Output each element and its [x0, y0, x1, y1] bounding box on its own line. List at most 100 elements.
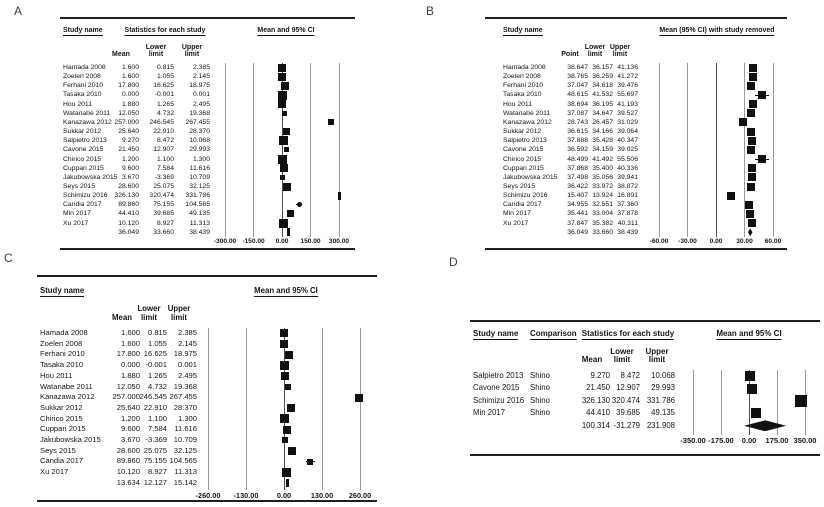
- axis-tick-label: 350.00: [793, 436, 817, 445]
- study-name-column-header: Study name: [63, 27, 103, 36]
- axis-tick-label: 0.00: [276, 491, 292, 500]
- stat-value: 11.313: [189, 219, 210, 227]
- point-marker: [280, 372, 289, 381]
- study-name: Zoelen 2008: [63, 73, 101, 81]
- gridline: [658, 63, 660, 237]
- study-name: Xu 2017: [63, 219, 89, 227]
- stat-value: 13.634: [116, 477, 140, 487]
- forest-plot-area: [692, 370, 808, 435]
- stat-value: 28.600: [118, 182, 139, 190]
- stat-value: 32.125: [173, 445, 197, 455]
- stat-value: 1.300: [177, 413, 197, 423]
- stat-value: 326.130: [581, 395, 610, 405]
- stat-value: 12.907: [153, 146, 174, 154]
- stat-value: 37.868: [567, 164, 588, 172]
- study-name: Tasaka 2010: [63, 91, 102, 99]
- study-row: Watanabe 2011 12.050 4.732 19.368: [60, 109, 355, 118]
- stat-value: 10.068: [189, 137, 210, 145]
- summary-diamond: [287, 228, 291, 237]
- study-row: Kanazawa 2012 28.743 26.457 31.029: [485, 118, 787, 127]
- point-marker: [283, 128, 291, 136]
- stat-column-header: Lower limit: [610, 346, 634, 365]
- study-name: Zoelen 2008: [503, 73, 541, 81]
- stat-value: 37.087: [567, 109, 588, 117]
- study-name: Salpietro 2013: [63, 137, 107, 145]
- study-name: Sukkar 2012: [40, 402, 83, 412]
- gridline: [720, 370, 722, 435]
- stat-value: 55.506: [617, 155, 638, 163]
- stat-value: 37.847: [567, 219, 588, 227]
- stat-value: 11.313: [174, 467, 197, 477]
- study-name-column-header: Study name: [503, 27, 543, 36]
- study-row: Sukkar 2012 36.615 34.166 39.064: [485, 127, 787, 136]
- stat-value: 38.647: [567, 64, 588, 71]
- point-marker: [746, 145, 755, 154]
- study-name: Schimizu 2016: [503, 192, 548, 200]
- study-name: Jakubowska 2015: [503, 173, 558, 181]
- zero-gridline: [281, 63, 283, 237]
- forest-plot-panel-a: Study name Statistics for each study Mean …: [60, 17, 355, 250]
- point-marker: [277, 90, 287, 100]
- stat-value: 16.625: [153, 82, 174, 90]
- axis-tick-label: 0.00: [709, 238, 723, 245]
- stat-value: 22.910: [143, 402, 167, 412]
- gridline: [338, 63, 340, 237]
- study-name: Chirico 2015: [503, 155, 542, 163]
- stat-value: 35.441: [567, 210, 588, 218]
- stat-value: 1.600: [121, 64, 139, 71]
- point-marker: [279, 218, 289, 228]
- summary-diamond: [286, 479, 290, 488]
- panel-label-d: D: [449, 255, 458, 269]
- panel-label-c: C: [4, 251, 13, 265]
- point-marker: [758, 91, 767, 100]
- study-row: Zoelen 2008 1.600 1.055 2.145: [37, 339, 377, 350]
- stat-value: 21.450: [118, 146, 139, 154]
- stat-value: 0.000: [120, 360, 140, 370]
- stat-value: 44.410: [586, 408, 610, 418]
- stat-value: 38.872: [617, 182, 638, 190]
- axis-tick-label: 150.00: [300, 238, 321, 245]
- study-row: Schimizu 2016 Shino 326.130 320.474 331.786: [470, 395, 820, 407]
- stat-value: 10.120: [118, 219, 139, 227]
- point-marker: [277, 154, 287, 164]
- study-name: Ferhani 2010: [40, 349, 85, 359]
- axis-tick-label: -60.00: [649, 238, 669, 245]
- stat-value: 35.400: [592, 164, 613, 172]
- forest-plot-area: [207, 328, 364, 490]
- stat-value: 18.975: [189, 82, 210, 90]
- stat-value: 10.709: [189, 173, 210, 181]
- gridline: [692, 370, 694, 435]
- study-row: Cuppari 2015 37.868 35.400 40.336: [485, 164, 787, 173]
- study-row: Jakubowska 2015 37.498 35.056 39.941: [485, 173, 787, 182]
- study-row: Salpietro 2013 9.270 8.472 10.068: [60, 136, 355, 145]
- study-row: Tasaka 2010 0.000 -0.001 0.001: [60, 90, 355, 99]
- gridline: [224, 63, 226, 237]
- study-name: Cavone 2015: [473, 383, 520, 393]
- stat-value: 8.472: [156, 137, 174, 145]
- study-row: Cuppari 2015 9.600 7.584 11.616: [60, 164, 355, 173]
- stat-column-header: Upper limit: [167, 304, 191, 322]
- stat-value: 17.800: [116, 349, 140, 359]
- stat-value: 1.880: [120, 370, 140, 380]
- study-row: Seys 2015 36.422 33.972 38.872: [485, 182, 787, 191]
- stat-value: 36.157: [592, 64, 613, 71]
- forest-plot-panel-c: Study name Mean and 95% CI Mean Lower limit…: [37, 275, 377, 502]
- stat-value: 48.615: [567, 91, 588, 99]
- gridline: [321, 328, 323, 490]
- stat-value: 0.000: [121, 91, 139, 99]
- stat-value: 12.127: [143, 477, 167, 487]
- stat-value: 33.660: [153, 228, 174, 236]
- study-row: Kanazawa 2012 257.000 246.545 267.455: [37, 392, 377, 403]
- study-row: Hou 2011 38.694 36.195 41.193: [485, 100, 787, 109]
- study-row: Hamada 2008 1.600 0.815 2.385: [37, 328, 377, 339]
- stat-value: 3.670: [121, 173, 139, 181]
- axis-tick-label: 0.00: [275, 238, 289, 245]
- study-name: Cuppari 2015: [63, 164, 104, 172]
- comparison-value: Shino: [530, 383, 550, 393]
- panel-label-b: B: [426, 4, 435, 18]
- stat-value: 28.370: [173, 402, 197, 412]
- study-row: Cavone 2015 21.450 12.907 29.993: [60, 145, 355, 154]
- stat-value: 11.616: [174, 424, 197, 434]
- gridline: [253, 63, 254, 237]
- statistics-section-header: Statistics for each study: [124, 27, 206, 36]
